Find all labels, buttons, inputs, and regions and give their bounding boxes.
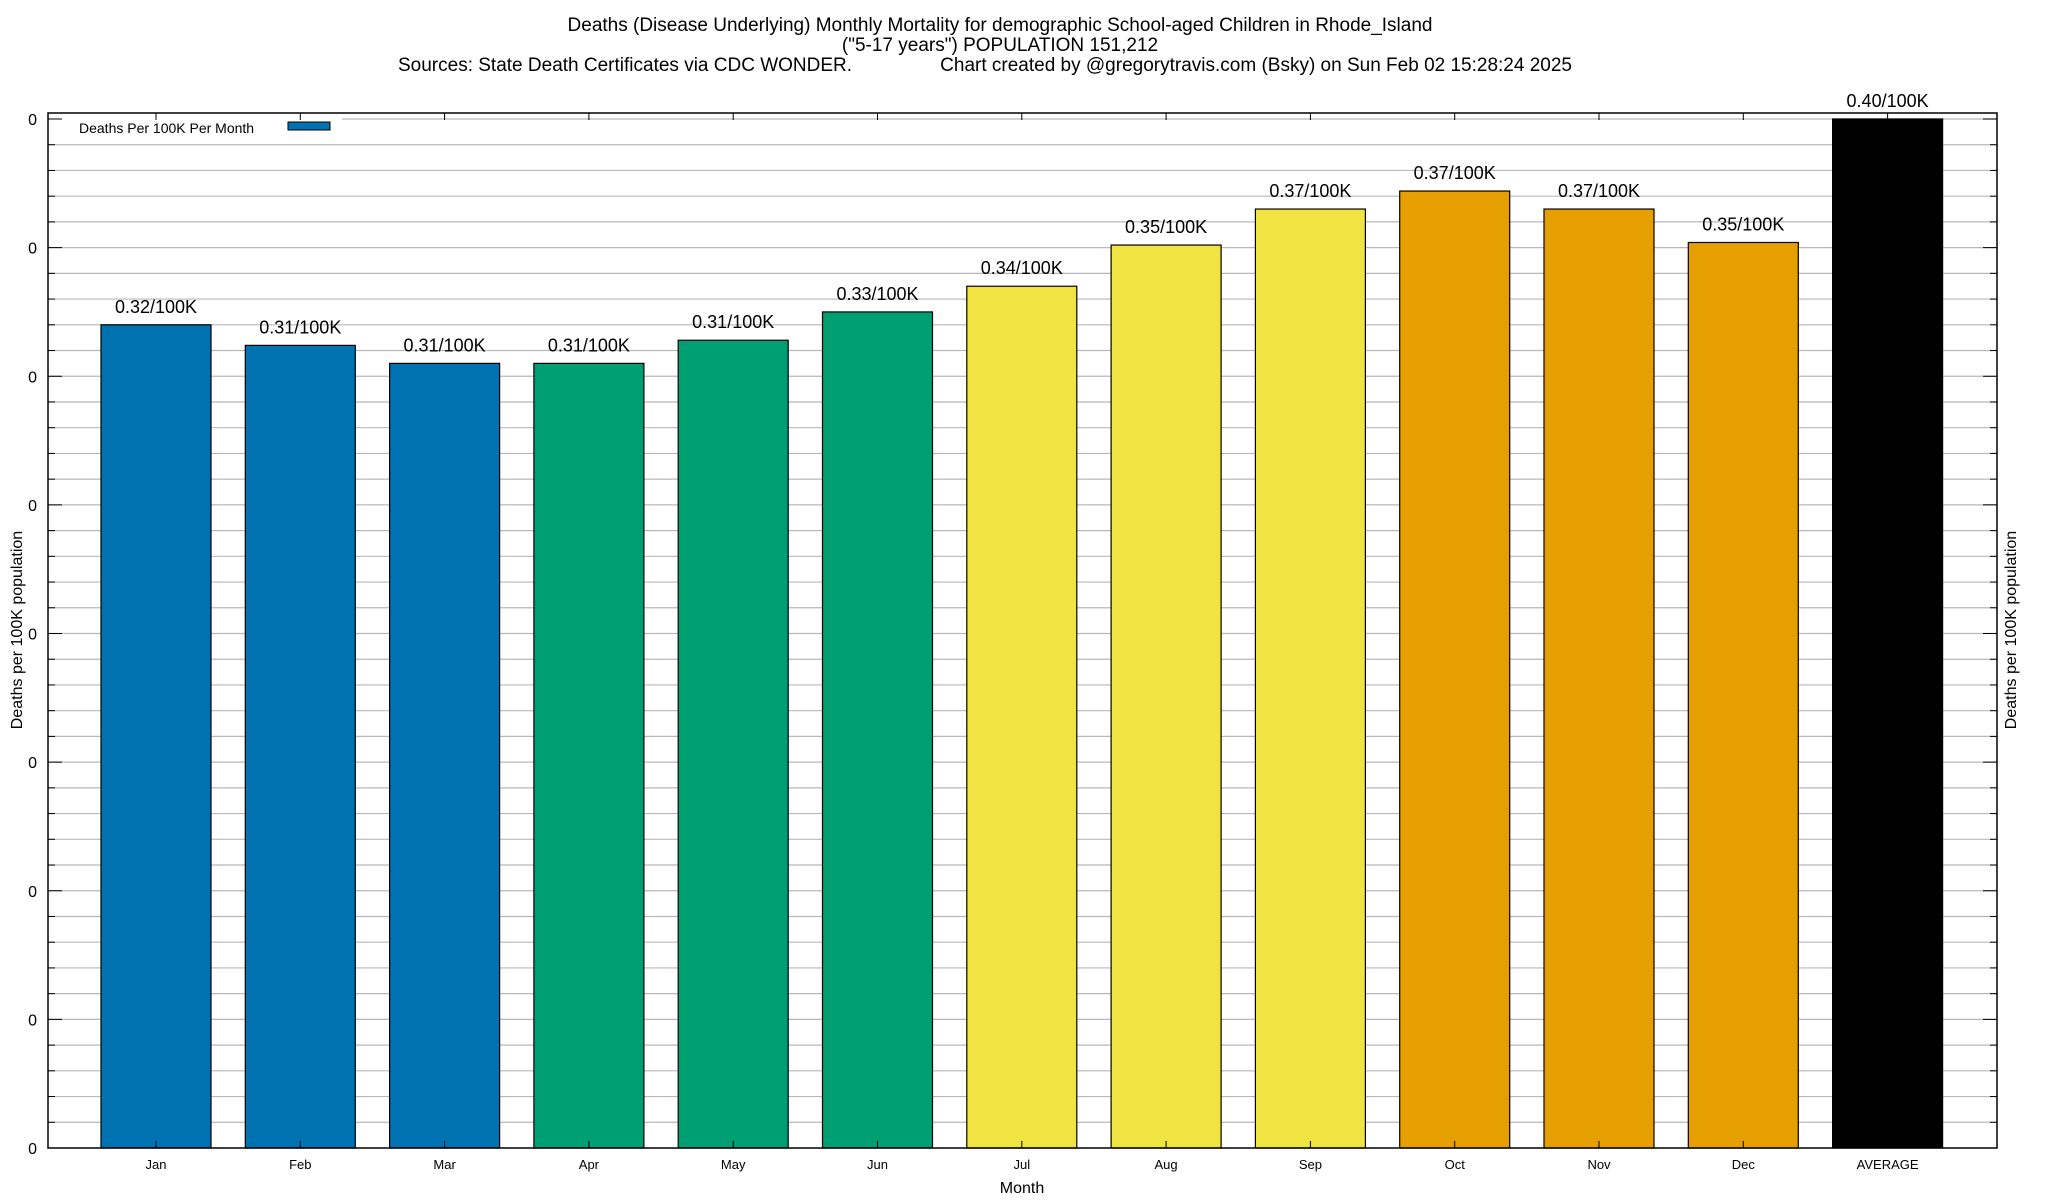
data-label: 0.35/100K: [1125, 217, 1207, 237]
y-tick-label: 0: [28, 755, 37, 772]
x-tick-label: Jun: [867, 1157, 888, 1172]
data-label: 0.37/100K: [1269, 181, 1351, 201]
y-tick-label: 0: [28, 1141, 37, 1158]
credit-text: Chart created by @gregorytravis.com (Bsk…: [940, 55, 1572, 76]
x-tick-label: Mar: [433, 1157, 456, 1172]
x-tick-label: Dec: [1732, 1157, 1756, 1172]
data-label: 0.31/100K: [259, 317, 341, 337]
bar-average: [1831, 118, 1944, 1149]
bar-sep: [1254, 208, 1367, 1149]
y2-axis-title: Deaths per 100K population: [2003, 531, 2020, 729]
bar-jul: [966, 285, 1078, 1149]
data-label: 0.31/100K: [404, 335, 486, 355]
x-tick-label: Apr: [579, 1157, 600, 1172]
plot-frame: [47, 112, 1998, 1149]
x-tick-label: Feb: [289, 1157, 311, 1172]
x-tick-label: Nov: [1587, 1157, 1611, 1172]
data-label: 0.40/100K: [1847, 91, 1929, 111]
data-label: 0.35/100K: [1702, 214, 1784, 234]
title-line-2: ("5-17 years") POPULATION 151,212: [842, 35, 1158, 56]
data-label: 0.31/100K: [692, 312, 774, 332]
title-line-1: Deaths (Disease Underlying) Monthly Mort…: [568, 15, 1433, 36]
bar-oct: [1399, 190, 1511, 1149]
data-label: 0.34/100K: [981, 258, 1063, 278]
bar-apr: [533, 362, 645, 1149]
bar-may: [677, 339, 789, 1149]
legend-label: Deaths Per 100K Per Month: [79, 120, 254, 136]
data-label: 0.31/100K: [548, 335, 630, 355]
bars: [100, 118, 1944, 1149]
legend: Deaths Per 100K Per Month: [79, 120, 331, 136]
y-tick-label: 0: [28, 627, 37, 644]
y-tick-label: 0: [28, 1012, 37, 1029]
x-axis-title: Month: [1000, 1180, 1044, 1197]
data-labels: 0.32/100K 0.31/100K 0.31/100K 0.31/100K 0.31…: [115, 91, 1929, 355]
bar-mar: [389, 362, 501, 1149]
y-tick-label: 0: [28, 498, 37, 515]
axis-ticks: [48, 113, 1997, 1149]
x-tick-label: Jul: [1013, 1157, 1030, 1172]
x-tick-label: Aug: [1155, 1157, 1178, 1172]
data-label: 0.37/100K: [1414, 163, 1496, 183]
sources-text: Sources: State Death Certificates via CD…: [398, 55, 852, 76]
bar-nov: [1543, 208, 1655, 1149]
y-tick-label: 0: [28, 112, 37, 129]
data-label: 0.37/100K: [1558, 181, 1640, 201]
x-tick-labels: Jan Feb Mar Apr May Jun Jul Aug Sep Oct Nov Dec AVER…: [146, 1157, 1919, 1172]
bar-jun: [821, 311, 934, 1149]
bar-feb: [244, 344, 356, 1149]
y-tick-labels: 0 0 0 0 0 0 0 0 0: [28, 112, 37, 1158]
chart-title: Deaths (Disease Underlying) Monthly Mort…: [398, 15, 1572, 76]
x-tick-label: AVERAGE: [1857, 1157, 1919, 1172]
y-axis-title: Deaths per 100K population: [9, 531, 26, 729]
bar-aug: [1110, 244, 1222, 1149]
y-tick-label: 0: [28, 241, 37, 258]
y-tick-label: 0: [28, 884, 37, 901]
bar-jan: [100, 324, 212, 1149]
data-label: 0.33/100K: [836, 284, 918, 304]
y-tick-label: 0: [28, 369, 37, 386]
legend-swatch: [287, 121, 331, 131]
x-tick-label: Jan: [146, 1157, 167, 1172]
x-tick-label: May: [721, 1157, 746, 1172]
x-tick-label: Sep: [1299, 1157, 1322, 1172]
bar-dec: [1687, 241, 1799, 1149]
x-tick-label: Oct: [1445, 1157, 1466, 1172]
data-label: 0.32/100K: [115, 297, 197, 317]
